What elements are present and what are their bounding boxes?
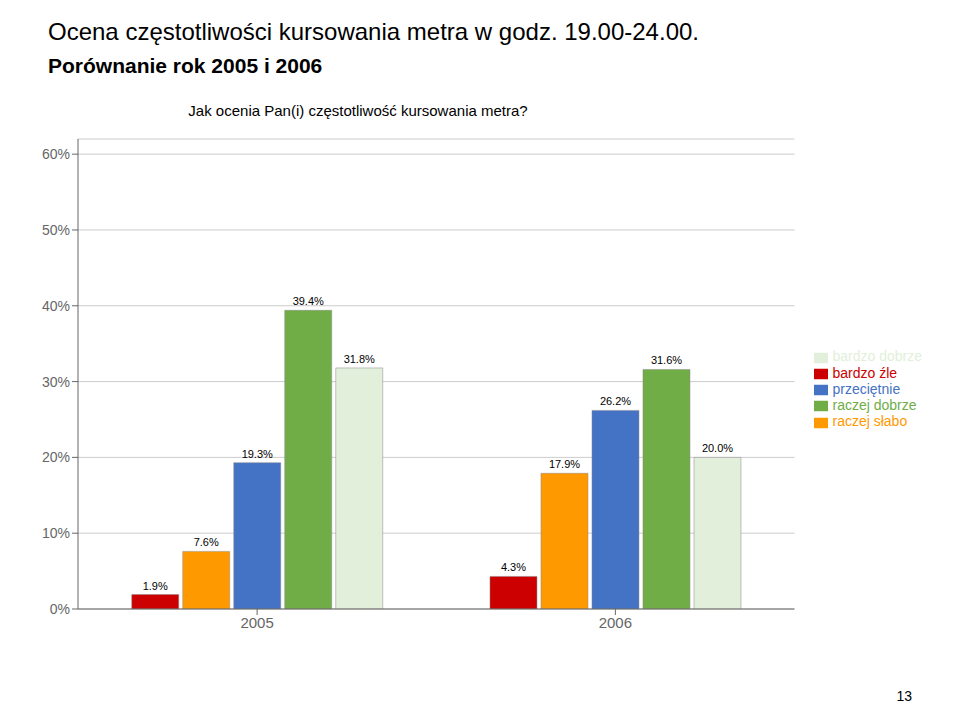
svg-text:1.9%: 1.9% [143, 580, 168, 592]
svg-text:4.3%: 4.3% [501, 561, 526, 573]
svg-text:39.4%: 39.4% [293, 295, 324, 307]
html-text:Jak ocenia Pan(i) częstotliwoś: Jak ocenia Pan(i) częstotliwość kursowan… [188, 102, 528, 119]
html-text:13: 13 [896, 688, 912, 704]
svg-text:0%: 0% [50, 601, 70, 617]
svg-text:50%: 50% [42, 222, 70, 238]
svg-text:10%: 10% [42, 525, 70, 541]
svg-text:31.6%: 31.6% [651, 354, 682, 366]
svg-text:31.8%: 31.8% [344, 353, 375, 365]
html-text:Ocena częstotliwości kursowani: Ocena częstotliwości kursowania metra w … [48, 18, 699, 45]
svg-text:60%: 60% [42, 146, 70, 162]
svg-text:19.3%: 19.3% [242, 448, 273, 460]
svg-text:40%: 40% [42, 298, 70, 314]
html-text:przeciętnie: przeciętnie [832, 380, 901, 397]
svg-text:2006: 2006 [599, 614, 632, 631]
svg-text:17.9%: 17.9% [549, 458, 580, 470]
svg-text:20%: 20% [42, 449, 70, 465]
svg-text:26.2%: 26.2% [600, 395, 631, 407]
svg-text:30%: 30% [42, 374, 70, 390]
html-text:bardzo źle: bardzo źle [832, 364, 898, 381]
svg-text:7.6%: 7.6% [194, 536, 219, 548]
html-text:bardzo dobrze: bardzo dobrze [832, 348, 922, 365]
html-text:Porównanie rok 2005 i 2006: Porównanie rok 2005 i 2006 [48, 54, 323, 77]
svg-text:2005: 2005 [240, 614, 273, 631]
html-text:raczej słabo: raczej słabo [832, 413, 908, 430]
html-text:raczej dobrze: raczej dobrze [832, 397, 917, 414]
svg-text:20.0%: 20.0% [702, 442, 733, 454]
